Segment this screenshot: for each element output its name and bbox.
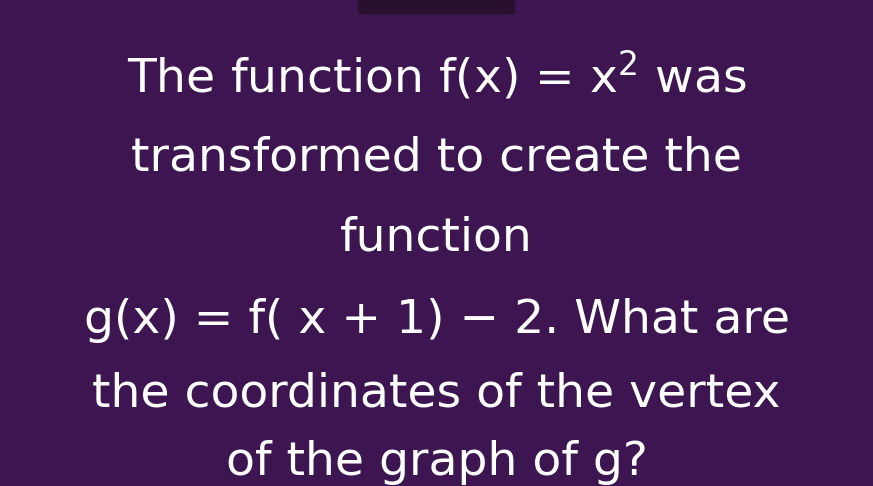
Text: the coordinates of the vertex: the coordinates of the vertex	[93, 371, 780, 416]
Text: transformed to create the: transformed to create the	[131, 136, 742, 180]
FancyBboxPatch shape	[358, 0, 515, 15]
Text: g(x) = f( x + 1) − 2. What are: g(x) = f( x + 1) − 2. What are	[84, 298, 789, 343]
Text: The function f(x) = x$^2$ was: The function f(x) = x$^2$ was	[127, 49, 746, 102]
Text: function: function	[340, 216, 533, 260]
Text: of the graph of g?: of the graph of g?	[225, 440, 648, 485]
